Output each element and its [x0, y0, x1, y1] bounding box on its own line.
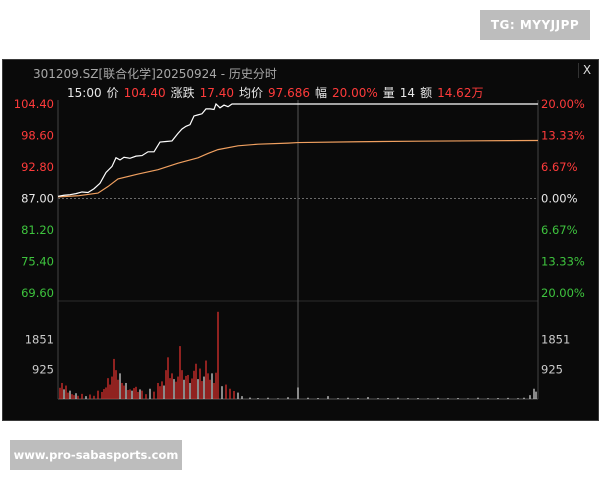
quote-label: 价	[106, 86, 119, 100]
quote-info-row: 15:00 价 104.40 涨跌 17.40 均价 97.686 幅 20.00% 量 14 额 14…	[67, 84, 488, 101]
quote-value: 15:00	[67, 86, 102, 100]
quote-value: 104.40	[123, 86, 166, 100]
price-tick-label: 81.20	[21, 223, 54, 237]
price-tick-label: 98.60	[21, 129, 54, 143]
price-tick-label: 104.40	[14, 97, 54, 111]
percent-tick-label: 6.67%	[541, 223, 578, 237]
quote-label: 涨跌	[170, 86, 195, 100]
quote-value: 20.00%	[332, 86, 378, 100]
price-line	[57, 102, 538, 197]
quote-value: 17.40	[199, 86, 234, 100]
price-tick-label: 92.80	[21, 160, 54, 174]
website-watermark: www.pro-sabasports.com	[10, 440, 182, 470]
volume-tick-label: 1851	[541, 333, 570, 347]
percent-tick-label: 6.67%	[541, 160, 578, 174]
quote-label: 量	[382, 86, 395, 100]
price-tick-label: 69.60	[21, 286, 54, 300]
percent-tick-label: 20.00%	[541, 286, 585, 300]
percent-tick-label: 13.33%	[541, 255, 585, 269]
quote-value: 14	[399, 86, 416, 100]
price-tick-label: 75.40	[21, 255, 54, 269]
quote-value: 97.686	[268, 86, 310, 100]
intraday-chart-panel: X 301209.SZ[联合化学]20250924 - 历史分时 15:00 价 1…	[2, 59, 599, 421]
telegram-watermark: TG: MYYJJPP	[480, 10, 590, 40]
quote-label: 均价	[238, 86, 263, 100]
volume-tick-label: 1851	[25, 333, 54, 347]
percent-tick-label: 13.33%	[541, 129, 585, 143]
price-tick-label: 87.00	[21, 192, 54, 206]
volume-tick-label: 925	[32, 362, 54, 376]
intraday-chart: 104.40 98.60 92.80 87.00 81.20 75.40 69.60 20.0…	[14, 97, 585, 400]
percent-tick-label: 0.00%	[541, 192, 578, 206]
volume-tick-label: 925	[541, 362, 563, 376]
quote-label: 幅	[315, 86, 328, 100]
quote-value: 14.62万	[437, 86, 484, 100]
average-price-line	[57, 139, 539, 198]
quote-label: 额	[420, 86, 433, 100]
percent-tick-label: 20.00%	[541, 97, 585, 111]
close-button[interactable]: X	[578, 63, 595, 78]
chart-title: 301209.SZ[联合化学]20250924 - 历史分时	[33, 67, 277, 81]
